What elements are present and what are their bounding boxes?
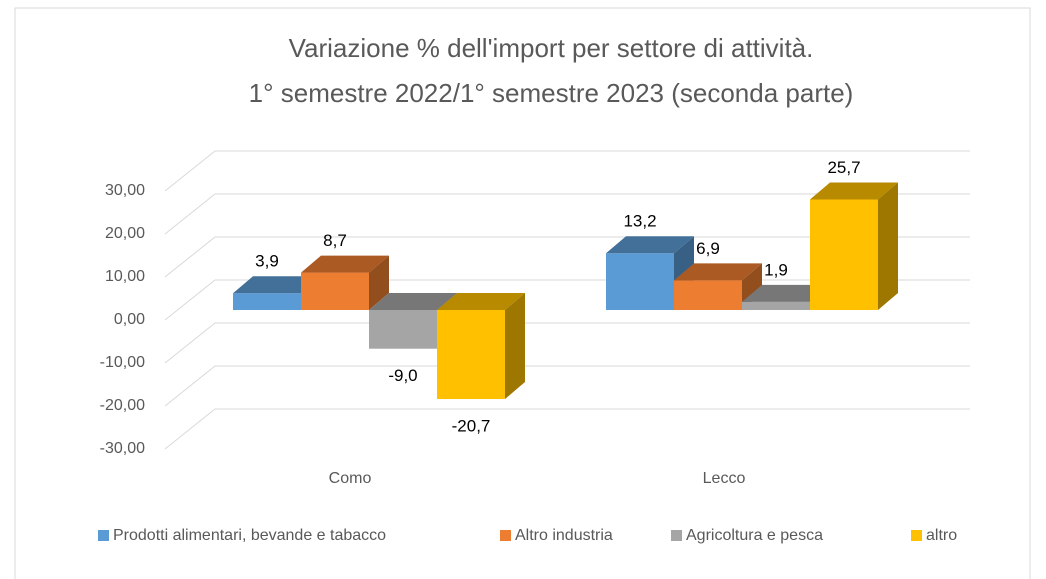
bar-top <box>810 182 898 200</box>
value-label: -9,0 <box>388 366 417 385</box>
value-label: 6,9 <box>696 239 720 258</box>
grid-line <box>164 193 970 235</box>
bar-front <box>810 199 878 310</box>
y-tick-label: -20,00 <box>100 397 145 414</box>
grid-line <box>164 365 970 407</box>
bar-side <box>878 182 898 310</box>
y-tick-label: 20,00 <box>105 225 145 242</box>
legend-label: altro <box>926 527 957 544</box>
bar-front <box>233 293 301 310</box>
bar-top <box>369 293 457 310</box>
y-tick-label: 0,00 <box>114 311 145 328</box>
value-label: 1,9 <box>764 260 788 279</box>
x-tick-label: Como <box>329 470 372 487</box>
value-label: 25,7 <box>827 158 860 177</box>
bar-front <box>369 310 437 349</box>
chart-title: Variazione % dell'import per settore di … <box>289 33 814 63</box>
bar-top <box>437 293 525 310</box>
y-tick-label: 10,00 <box>105 268 145 285</box>
grid-line <box>164 322 970 364</box>
legend-swatch <box>911 530 922 541</box>
value-label: 8,7 <box>323 231 347 250</box>
grid-line <box>164 236 970 278</box>
legend-label: Agricoltura e pesca <box>686 527 823 544</box>
bar-top <box>606 236 694 254</box>
legend-label: Prodotti alimentari, bevande e tabacco <box>113 527 386 544</box>
bar-top <box>233 276 321 294</box>
legend-swatch <box>500 530 511 541</box>
bar-top <box>674 263 762 281</box>
legend-label: Altro industria <box>515 527 613 544</box>
chart-title: 1° semestre 2022/1° semestre 2023 (secon… <box>249 78 854 108</box>
bar-top <box>742 284 830 302</box>
bar-top <box>301 255 389 273</box>
value-label: 3,9 <box>255 252 279 271</box>
bar-front <box>437 310 505 400</box>
x-tick-label: Lecco <box>703 470 746 487</box>
y-tick-label: -10,00 <box>100 354 145 371</box>
bar-front <box>674 280 742 310</box>
legend-swatch <box>671 530 682 541</box>
bar-side <box>505 293 525 400</box>
grid-line <box>164 408 970 450</box>
bar-front <box>301 272 369 310</box>
grid-line <box>164 150 970 192</box>
legend-swatch <box>98 530 109 541</box>
value-label: 13,2 <box>623 212 656 231</box>
bar-front <box>742 301 810 310</box>
bar-side <box>369 255 389 310</box>
value-label: -20,7 <box>452 416 491 435</box>
bar-front <box>606 253 674 310</box>
y-tick-label: -30,00 <box>100 440 145 457</box>
y-tick-label: 30,00 <box>105 182 145 199</box>
